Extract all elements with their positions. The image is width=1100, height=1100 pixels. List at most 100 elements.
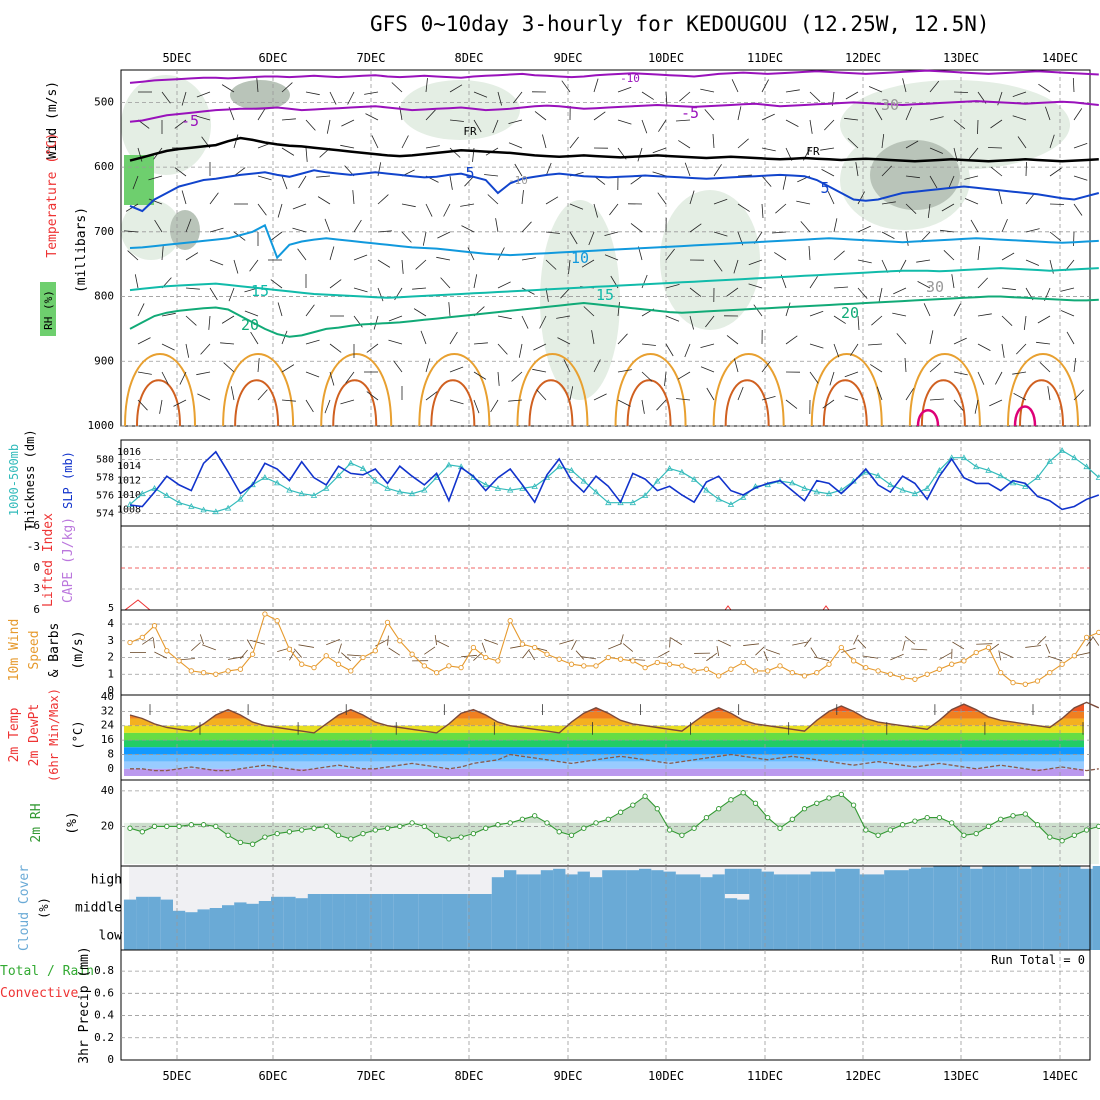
wind-barb xyxy=(208,315,211,330)
surface-wind-barb xyxy=(862,655,879,659)
wind-barb xyxy=(833,315,846,324)
cloud-bar-low xyxy=(540,922,554,950)
rh-tick-label: 20 xyxy=(101,819,114,832)
date-label-top: 13DEC xyxy=(943,51,979,65)
date-label-top: 6DEC xyxy=(259,51,288,65)
wind-barb xyxy=(340,399,355,405)
wind-barb xyxy=(902,78,907,93)
wind-speed-point xyxy=(593,663,599,669)
cloud-bar-low xyxy=(148,922,161,950)
temperature-tick-label: 16 xyxy=(101,733,114,746)
rh-point xyxy=(249,841,256,847)
rh-point xyxy=(985,823,992,830)
cloud-bar-low xyxy=(737,922,750,950)
cape-contour-inner xyxy=(724,379,770,427)
cloud-bar-low xyxy=(197,922,210,950)
cloud-bar-high xyxy=(921,867,934,894)
wind-barb xyxy=(923,303,931,317)
wind-barb xyxy=(270,231,283,241)
wind-barb xyxy=(329,279,342,289)
wind-barb xyxy=(436,256,451,261)
thickness-point xyxy=(874,472,882,479)
surface-wind-barb xyxy=(804,637,812,647)
panel-frame xyxy=(120,949,1091,1061)
wind-barb xyxy=(737,174,753,177)
wind-speed-point xyxy=(556,656,562,662)
surface-wind-barb xyxy=(179,658,195,661)
contour-label: 10 xyxy=(571,249,589,267)
cloud-bar-high xyxy=(822,871,836,894)
rh-point xyxy=(679,832,685,838)
wind-barb xyxy=(847,138,859,149)
wind-barb xyxy=(545,231,560,234)
rh-point xyxy=(323,823,329,830)
cloud-bar-middle xyxy=(528,894,541,922)
wind-barb xyxy=(917,281,931,289)
wind-barb xyxy=(413,308,427,317)
rh-point xyxy=(703,814,710,821)
thickness-point xyxy=(690,475,698,482)
wind-barb xyxy=(1036,341,1051,345)
wind-barb xyxy=(706,387,715,401)
cloud-bar-high xyxy=(639,868,652,894)
wind-speed-point xyxy=(421,663,427,669)
cloud-bar-middle xyxy=(651,894,664,922)
wind-speed-point xyxy=(164,648,170,654)
rh-2m-panel: 20 40 2m RH (%) xyxy=(29,779,1100,867)
thickness-point xyxy=(703,486,710,493)
rh-point xyxy=(752,800,759,806)
wind-barb xyxy=(761,79,769,93)
rh-point xyxy=(826,795,832,801)
wind-barb xyxy=(563,359,571,373)
lifted-index-tick-label: -6 xyxy=(27,519,40,532)
wind-speed-point xyxy=(973,649,979,656)
cape-contour-outer xyxy=(712,353,785,427)
cloud-bar-low xyxy=(491,922,505,950)
cloud-bar-low xyxy=(724,922,738,950)
wind-barb xyxy=(995,371,1003,385)
cloud-bar-low xyxy=(295,922,308,950)
surface-wind-barb xyxy=(298,644,315,648)
wind-barb xyxy=(905,175,920,179)
wind-barb xyxy=(689,190,695,205)
cloud-bar-middle xyxy=(393,894,406,922)
wind-speed-point xyxy=(985,644,992,651)
cloud-bar-high xyxy=(835,868,848,894)
isotherm-10 xyxy=(129,223,1099,260)
wind-speed-point xyxy=(1071,653,1077,659)
cloud-bar-high xyxy=(970,868,983,894)
wind-barb xyxy=(785,119,799,127)
wind-barb xyxy=(974,399,979,414)
wind-barb xyxy=(617,119,632,125)
wind-barb xyxy=(425,78,428,93)
surface-wind-barb xyxy=(1045,643,1051,654)
wind-barb xyxy=(881,165,892,177)
cloud-bar-low xyxy=(957,922,971,950)
contour-label: 15 xyxy=(596,286,614,304)
wind-speed-point xyxy=(200,669,207,676)
cloud-bar-low xyxy=(467,922,480,950)
pressure-tick-label: 1000 xyxy=(88,419,115,432)
temperature-band-warm xyxy=(130,702,1084,705)
wind-barb xyxy=(508,119,523,124)
rh-fill-peaks xyxy=(130,792,1099,845)
wind-barb xyxy=(185,252,199,261)
wind-barbs-axis-title: & Barbs xyxy=(47,623,62,678)
rh-point xyxy=(225,832,231,838)
wind-barb xyxy=(281,364,295,373)
cloud-bar-high xyxy=(859,874,872,894)
rh-dark-region xyxy=(870,140,960,210)
wind-barb xyxy=(896,333,907,345)
thickness-point xyxy=(923,484,931,491)
wind-barb xyxy=(281,82,293,93)
wind-barb xyxy=(412,287,427,290)
temperature-band xyxy=(124,754,1084,762)
cloud-bar-high xyxy=(565,874,578,894)
wind-barb xyxy=(388,339,403,345)
thickness-point xyxy=(666,465,673,471)
wind-axis-title: Wind (m/s) xyxy=(45,81,60,159)
cloud-bar-high xyxy=(957,866,971,894)
isotherm--5 xyxy=(129,100,1099,123)
wind-barb xyxy=(377,230,392,233)
wind-speed-point xyxy=(666,661,673,667)
